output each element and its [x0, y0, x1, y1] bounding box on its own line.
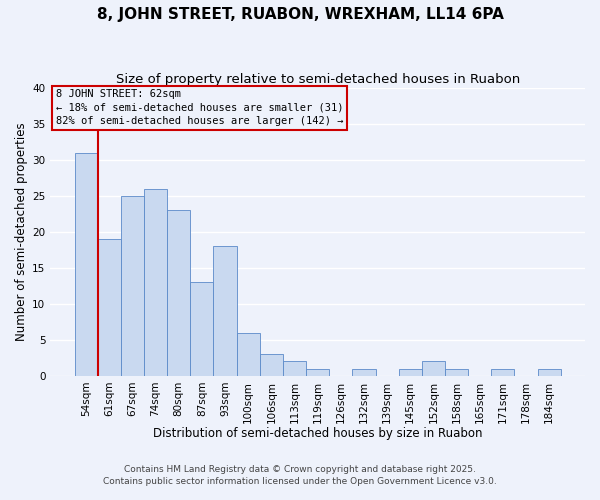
Bar — [260, 354, 283, 376]
Bar — [167, 210, 190, 376]
X-axis label: Distribution of semi-detached houses by size in Ruabon: Distribution of semi-detached houses by … — [153, 427, 482, 440]
Bar — [144, 189, 167, 376]
Bar — [422, 362, 445, 376]
Bar — [98, 239, 121, 376]
Bar — [306, 368, 329, 376]
Bar — [190, 282, 214, 376]
Bar — [491, 368, 514, 376]
Bar — [214, 246, 236, 376]
Bar — [121, 196, 144, 376]
Bar — [398, 368, 422, 376]
Text: Contains public sector information licensed under the Open Government Licence v3: Contains public sector information licen… — [103, 476, 497, 486]
Y-axis label: Number of semi-detached properties: Number of semi-detached properties — [15, 122, 28, 342]
Bar — [236, 332, 260, 376]
Bar — [445, 368, 468, 376]
Bar — [352, 368, 376, 376]
Bar — [283, 362, 306, 376]
Bar — [538, 368, 560, 376]
Text: 8, JOHN STREET, RUABON, WREXHAM, LL14 6PA: 8, JOHN STREET, RUABON, WREXHAM, LL14 6P… — [97, 8, 503, 22]
Text: Contains HM Land Registry data © Crown copyright and database right 2025.: Contains HM Land Registry data © Crown c… — [124, 466, 476, 474]
Title: Size of property relative to semi-detached houses in Ruabon: Size of property relative to semi-detach… — [116, 72, 520, 86]
Text: 8 JOHN STREET: 62sqm
← 18% of semi-detached houses are smaller (31)
82% of semi-: 8 JOHN STREET: 62sqm ← 18% of semi-detac… — [56, 90, 343, 126]
Bar — [74, 153, 98, 376]
